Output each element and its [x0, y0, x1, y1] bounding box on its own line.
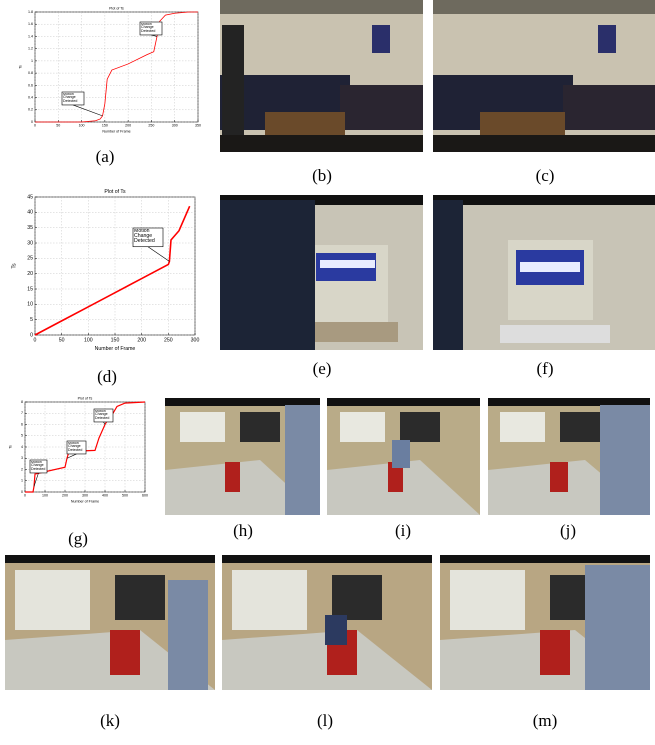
video-frame [220, 0, 423, 152]
video-frame [433, 195, 655, 350]
caption: (g) [68, 529, 88, 548]
figure: (a) (b) (c) (d) (e) (f) (g) (h) (i) (j) … [0, 0, 655, 745]
y-tick-label: 15 [27, 286, 33, 292]
y-axis-label: Ts [19, 65, 23, 69]
y-tick-label: 45 [27, 194, 33, 200]
y-tick-label: 35 [27, 225, 33, 231]
caption: (b) [312, 166, 332, 185]
x-tick-label: 300 [82, 494, 88, 498]
video-frame [165, 398, 320, 515]
annotation: Motion Change Detected [68, 442, 85, 454]
annotation-text: Motion Change Detected [134, 229, 162, 245]
video-frame [5, 555, 215, 690]
y-tick-label: 5 [30, 317, 33, 323]
y-tick-label: 20 [27, 271, 33, 277]
y-tick-label: 7 [21, 411, 23, 415]
x-axis-label: Number of Frame [102, 129, 130, 133]
y-tick-label: 1.4 [28, 34, 33, 38]
caption: (m) [533, 711, 558, 730]
y-tick-label: 0.2 [28, 108, 33, 112]
caption: (c) [536, 166, 555, 185]
annotation-text: Motion Change Detected [63, 93, 83, 104]
y-tick-label: 1 [31, 59, 33, 63]
y-tick-label: 1 [21, 479, 23, 483]
y-tick-label: 0.4 [28, 96, 33, 100]
x-tick-label: 150 [102, 124, 108, 128]
video-frame [440, 555, 650, 690]
x-tick-label: 0 [34, 124, 36, 128]
y-tick-label: 2 [21, 467, 23, 471]
caption: (j) [560, 521, 576, 540]
x-axis-label: Number of Frame [71, 499, 99, 503]
y-tick-label: 10 [27, 302, 33, 308]
annotation-text: Motion Change Detected [31, 461, 46, 472]
y-tick-label: 0 [21, 490, 23, 494]
x-tick-label: 0 [24, 494, 26, 498]
x-tick-label: 300 [172, 124, 178, 128]
annotation: Motion Change Detected [95, 410, 112, 422]
x-tick-label: 100 [42, 494, 48, 498]
y-tick-label: 4 [21, 445, 23, 449]
y-tick-label: 0.8 [28, 71, 33, 75]
y-tick-label: 0 [31, 120, 33, 124]
caption: (f) [537, 359, 554, 378]
annotation-text: Motion Change Detected [68, 442, 85, 453]
y-axis-label: Ts [12, 263, 18, 269]
y-axis-label: Ts [9, 445, 13, 449]
caption: (a) [96, 147, 115, 166]
x-tick-label: 50 [59, 338, 65, 344]
x-tick-label: 350 [195, 124, 201, 128]
x-axis-label: Number of Frame [95, 346, 136, 352]
y-tick-label: 3 [21, 456, 23, 460]
annotation-text: Motion Change Detected [141, 23, 161, 34]
x-tick-label: 100 [84, 338, 93, 344]
x-tick-label: 400 [102, 494, 108, 498]
y-tick-label: 1.6 [28, 22, 33, 26]
caption: (h) [233, 521, 253, 540]
x-tick-label: 200 [62, 494, 68, 498]
chart-title: Plot of Ts [78, 396, 93, 400]
x-tick-label: 250 [164, 338, 173, 344]
x-tick-label: 150 [111, 338, 120, 344]
x-tick-label: 500 [122, 494, 128, 498]
annotation: Motion Change Detected [63, 93, 83, 105]
chart-title: Plot of Ts [109, 6, 124, 10]
video-frame [220, 195, 423, 350]
chart-title: Plot of Ts [104, 189, 126, 195]
y-tick-label: 25 [27, 256, 33, 262]
video-frame [222, 555, 432, 690]
y-tick-label: 30 [27, 240, 33, 246]
x-tick-label: 250 [148, 124, 154, 128]
x-tick-label: 200 [125, 124, 131, 128]
caption: (d) [97, 367, 117, 386]
annotation: Motion Change Detected [134, 229, 162, 247]
y-tick-label: 1.2 [28, 47, 33, 51]
x-tick-label: 600 [142, 494, 148, 498]
annotation: Motion Change Detected [141, 23, 161, 35]
caption: (l) [317, 711, 333, 730]
x-tick-label: 300 [191, 338, 200, 344]
video-frame [488, 398, 650, 515]
x-tick-label: 50 [56, 124, 60, 128]
x-tick-label: 100 [79, 124, 85, 128]
y-tick-label: 5 [21, 434, 23, 438]
video-frame [433, 0, 655, 152]
y-tick-label: 40 [27, 210, 33, 216]
x-tick-label: 0 [34, 338, 37, 344]
y-tick-label: 8 [21, 400, 23, 404]
annotation: Motion Change Detected [31, 461, 46, 473]
y-tick-label: 0.6 [28, 83, 33, 87]
plot-area [35, 12, 198, 122]
x-tick-label: 200 [137, 338, 146, 344]
caption: (k) [100, 711, 120, 730]
y-tick-label: 1.8 [28, 10, 33, 14]
y-tick-label: 6 [21, 422, 23, 426]
y-tick-label: 0 [30, 332, 33, 338]
annotation-text: Motion Change Detected [95, 410, 112, 421]
caption: (i) [395, 521, 411, 540]
caption: (e) [313, 359, 332, 378]
video-frame [327, 398, 480, 515]
